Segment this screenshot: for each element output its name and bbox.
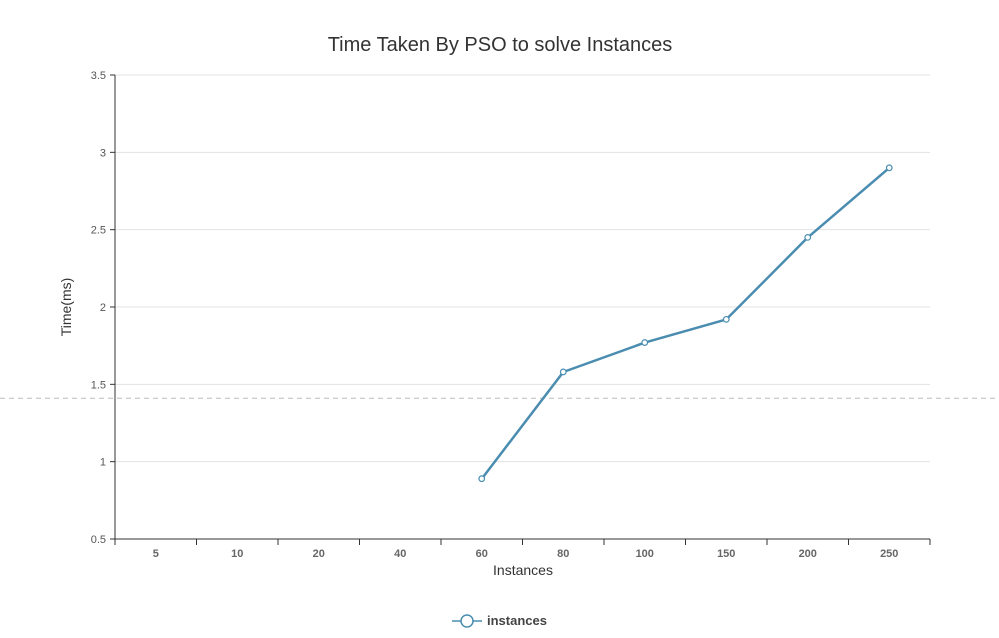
- legend-label-instances: instances: [487, 613, 547, 628]
- y-tick-label: 0.5: [91, 534, 106, 546]
- legend[interactable]: instances: [452, 613, 547, 628]
- y-tick-labels: 0.5 1 1.5 2 2.5 3 3.5: [91, 70, 106, 546]
- grid-lines: [115, 74, 930, 463]
- data-point: [641, 339, 649, 346]
- legend-marker-icon: [460, 614, 474, 628]
- x-tick-label: 20: [313, 548, 325, 560]
- y-tick-label: 3.5: [91, 70, 106, 82]
- series-group: [478, 164, 893, 483]
- series-line-instances: [480, 166, 891, 480]
- x-tick-label: 5: [153, 548, 159, 560]
- y-tick-label: 2.5: [91, 225, 106, 237]
- x-tick-label: 150: [717, 548, 735, 560]
- x-tick-label: 200: [799, 548, 817, 560]
- data-point: [559, 368, 567, 376]
- y-tick-label: 1.5: [91, 379, 106, 391]
- x-tick-label: 40: [394, 548, 406, 560]
- data-point: [804, 233, 812, 241]
- chart-title: Time Taken By PSO to solve Instances: [328, 34, 673, 56]
- y-axis-title: Time(ms): [58, 278, 74, 337]
- y-tick-label: 3: [100, 147, 106, 159]
- axes: [110, 74, 931, 545]
- x-axis-title: Instances: [493, 562, 553, 578]
- y-tick-label: 1: [100, 457, 106, 469]
- x-tick-label: 250: [880, 548, 898, 560]
- x-tick-label: 80: [557, 548, 569, 560]
- x-tick-label: 10: [231, 548, 243, 560]
- data-point: [885, 164, 893, 172]
- y-tick-label: 2: [100, 302, 106, 314]
- data-point: [722, 315, 730, 323]
- x-tick-labels: 5 10 20 40 60 80 100 150 200 250: [153, 548, 899, 560]
- x-tick-label: 60: [476, 548, 488, 560]
- data-point: [478, 475, 486, 483]
- x-tick-label: 100: [636, 548, 654, 560]
